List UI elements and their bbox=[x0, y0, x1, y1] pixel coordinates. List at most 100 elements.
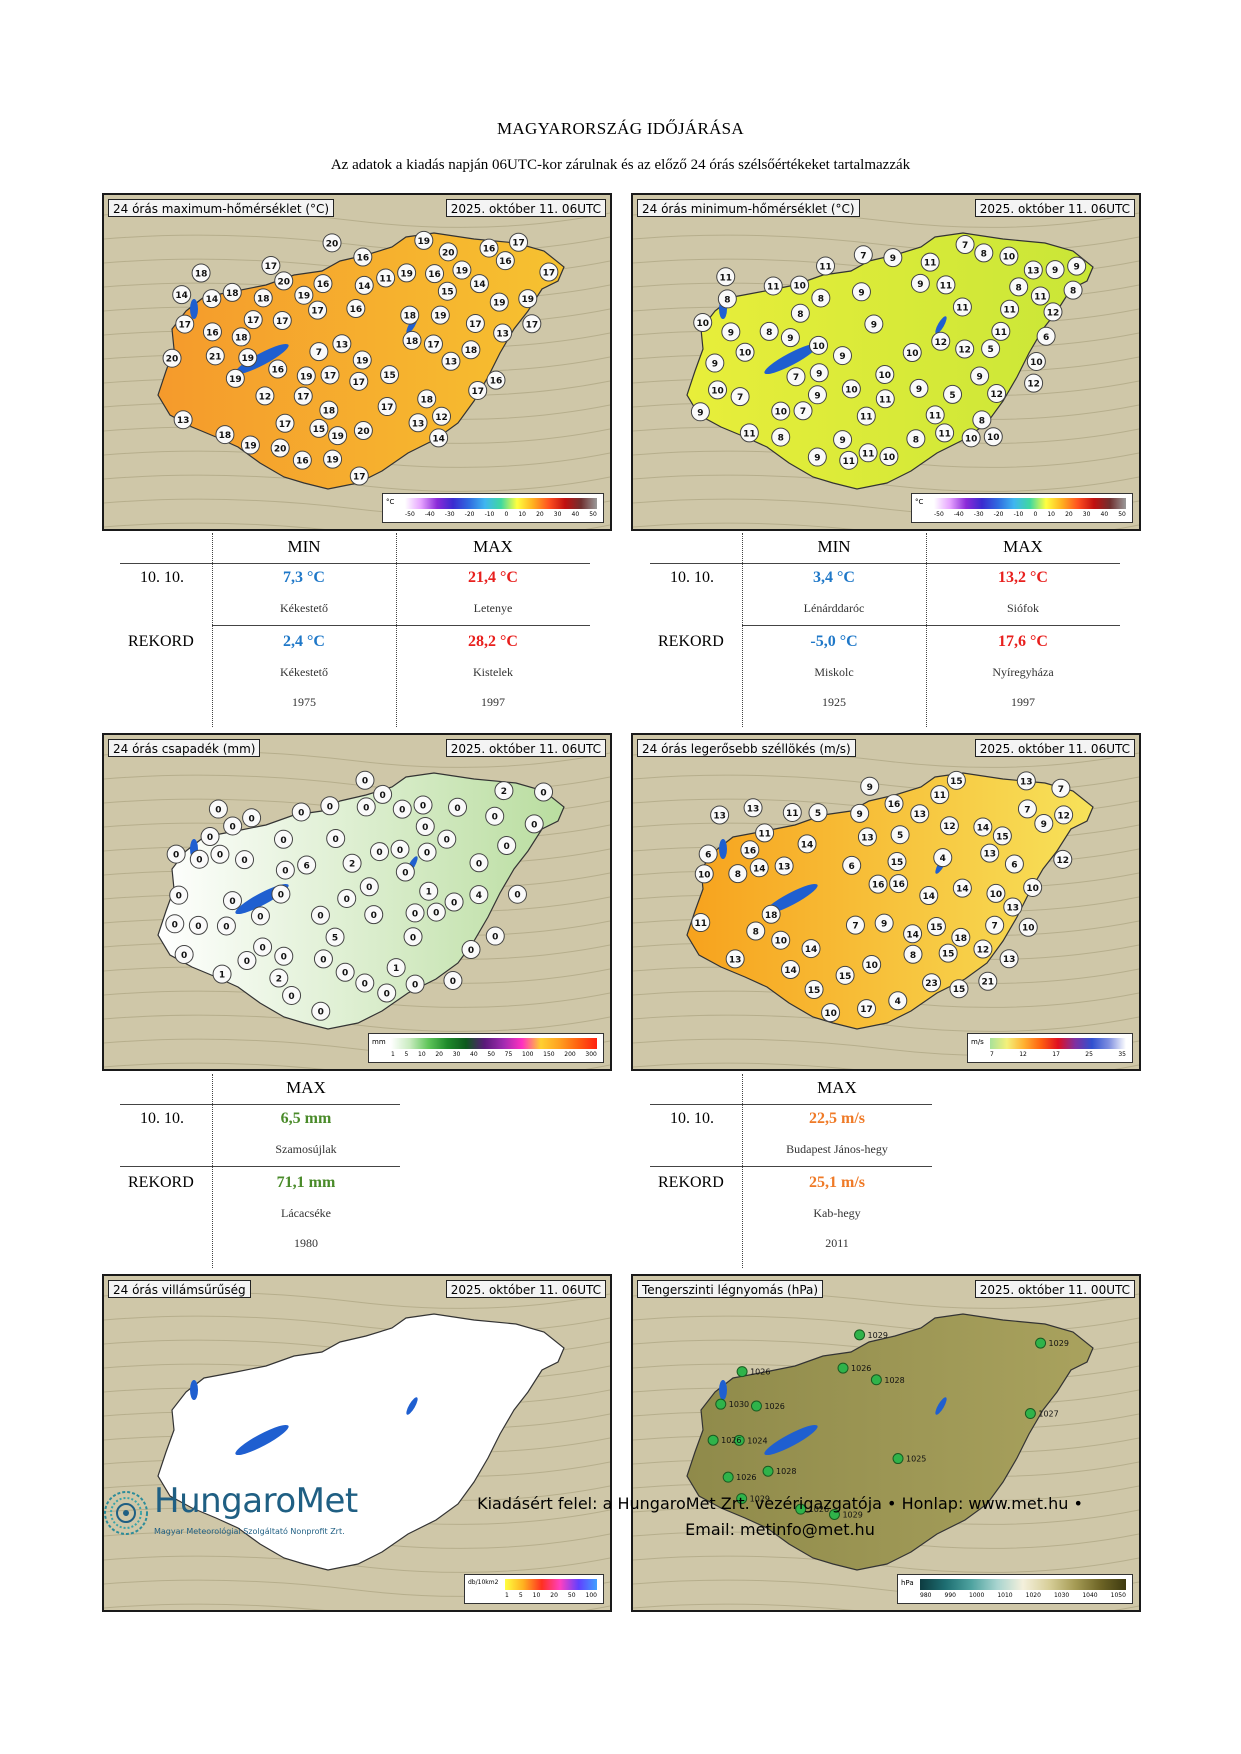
station-marker bbox=[291, 802, 311, 822]
station-value: 15 bbox=[839, 972, 852, 982]
station-value: 10 bbox=[1026, 884, 1039, 894]
station-marker bbox=[955, 339, 975, 359]
station-value: 18 bbox=[195, 270, 208, 280]
station-value: 11 bbox=[767, 282, 780, 292]
station-value: 0 bbox=[412, 909, 418, 919]
station-marker bbox=[486, 370, 506, 390]
legend-tick-label: 20 bbox=[1065, 511, 1073, 518]
station-value: 0 bbox=[371, 911, 377, 921]
station-marker bbox=[887, 852, 907, 872]
station-value: 17 bbox=[512, 239, 525, 249]
station-marker bbox=[864, 314, 884, 334]
pressure-map-canvas: 1026 1026 1024 1028 1030 1027 1029 1029 1026 1025… bbox=[633, 1276, 1139, 1610]
wind-gust-map-title: 24 órás legerősebb széllökés (m/s) bbox=[637, 739, 856, 757]
station-value: 0 bbox=[476, 859, 482, 869]
station-value: 12 bbox=[943, 822, 956, 832]
station-marker bbox=[943, 384, 963, 404]
station-value: 16 bbox=[206, 328, 219, 338]
max-temp-legend: °C -50 -40 -30 -20 -10 0 10 20 30 40 50 bbox=[382, 493, 604, 523]
legend-tick-label: -40 bbox=[424, 511, 435, 518]
station-value: 20 bbox=[357, 427, 370, 437]
terrain-contour bbox=[633, 1062, 1139, 1069]
station-marker bbox=[485, 926, 505, 946]
station-marker bbox=[715, 1398, 727, 1410]
station-marker bbox=[983, 427, 1003, 447]
legend-tick-label: 30 bbox=[452, 1051, 461, 1058]
station-marker bbox=[297, 855, 317, 875]
station-marker bbox=[165, 914, 185, 934]
min-temp-legend: °C -50 -40 -30 -20 -10 0 10 20 30 40 50 bbox=[911, 493, 1133, 523]
station-value: 14 bbox=[906, 930, 919, 940]
record-max-place: Kistelek bbox=[473, 665, 513, 679]
record-min-place: Kékestető bbox=[280, 665, 328, 679]
station-value: 12 bbox=[1057, 856, 1070, 866]
station-value: 9 bbox=[858, 288, 864, 298]
station-value: 20 bbox=[277, 277, 290, 287]
station-value: 0 bbox=[384, 989, 390, 999]
lake-ferto bbox=[190, 299, 198, 319]
station-marker bbox=[1016, 771, 1036, 791]
station-value: 9 bbox=[881, 920, 887, 930]
station-marker bbox=[308, 300, 328, 320]
station-value: 15 bbox=[942, 950, 955, 960]
station-marker bbox=[356, 797, 376, 817]
station-marker bbox=[835, 965, 855, 985]
website-link[interactable]: www.met.hu bbox=[968, 1494, 1069, 1513]
max-value: 21,4 °C bbox=[468, 569, 518, 586]
legend-ticks: -50 -40 -30 -20 -10 0 10 20 30 40 50 bbox=[405, 511, 597, 521]
station-marker bbox=[509, 232, 529, 252]
record-max-value: 71,1 mm bbox=[276, 1174, 336, 1191]
station-marker bbox=[1051, 778, 1071, 798]
station-value: 9 bbox=[857, 810, 863, 820]
station-marker bbox=[253, 288, 273, 308]
station-value: 0 bbox=[333, 835, 339, 845]
station-value: 0 bbox=[451, 898, 457, 908]
station-value: 13 bbox=[1027, 266, 1040, 276]
station-value: 0 bbox=[376, 848, 382, 858]
station-value: 0 bbox=[492, 813, 498, 823]
station-value: 19 bbox=[434, 312, 447, 322]
email-link[interactable]: metinfo@met.hu bbox=[740, 1520, 875, 1539]
record-max-place: Lácacséke bbox=[281, 1206, 331, 1220]
station-marker bbox=[432, 406, 452, 426]
station-value: 9 bbox=[816, 369, 822, 379]
station-value: 0 bbox=[230, 822, 236, 832]
station-marker bbox=[1030, 286, 1050, 306]
hungary-outline bbox=[157, 772, 565, 1030]
legend-ticks: 7 12 17 25 35 bbox=[990, 1051, 1126, 1061]
legend-ticks: 980 990 1000 1010 1020 1030 1040 1050 bbox=[920, 1592, 1126, 1602]
station-value: 16 bbox=[428, 270, 441, 280]
station-value: 5 bbox=[332, 934, 338, 944]
legend-tick-label: 10 bbox=[518, 511, 526, 518]
station-value: 7 bbox=[852, 922, 858, 932]
station-marker bbox=[200, 827, 220, 847]
station-marker bbox=[425, 264, 445, 284]
station-value: 11 bbox=[694, 919, 707, 929]
wind-gust-map-date: 2025. október 11. 06UTC bbox=[974, 739, 1135, 757]
station-value: 12 bbox=[958, 346, 971, 356]
station-value: 0 bbox=[531, 820, 537, 830]
station-value: 16 bbox=[744, 846, 757, 856]
station-value: 13 bbox=[861, 833, 874, 843]
station-marker bbox=[801, 939, 821, 959]
station-marker bbox=[693, 313, 713, 333]
station-value: 12 bbox=[1057, 811, 1070, 821]
station-marker bbox=[405, 903, 425, 923]
station-marker bbox=[839, 450, 859, 470]
station-marker bbox=[903, 944, 923, 964]
station-value: 10 bbox=[824, 1009, 837, 1019]
lake-tisza bbox=[406, 1397, 418, 1415]
station-marker bbox=[1034, 813, 1054, 833]
max-temp-map-date: 2025. október 11. 06UTC bbox=[445, 199, 606, 217]
station-marker bbox=[403, 927, 423, 947]
station-value: 11 bbox=[842, 457, 855, 467]
station-marker bbox=[337, 888, 357, 908]
station-marker bbox=[821, 1003, 841, 1023]
station-marker bbox=[949, 979, 969, 999]
station-value: 15 bbox=[383, 371, 396, 381]
station-value: 0 bbox=[422, 823, 428, 833]
station-marker bbox=[999, 246, 1019, 266]
station-marker bbox=[469, 274, 489, 294]
station-value: 13 bbox=[913, 810, 926, 820]
